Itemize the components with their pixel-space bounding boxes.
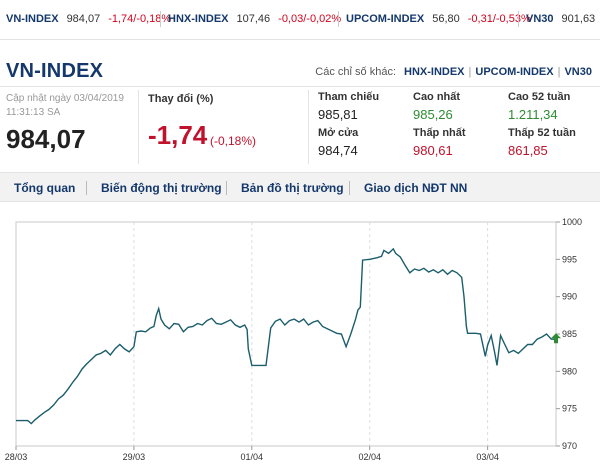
ticker-name: UPCOM-INDEX (346, 13, 425, 25)
stat-label: Thấp 52 tuần (508, 127, 576, 139)
tab-bar: Tổng quan Biến động thị trường Bản đồ th… (0, 172, 600, 202)
other-indexes: Các chỉ số khác: HNX-INDEX | UPCOM-INDEX… (315, 66, 592, 78)
stat-low: Thấp nhất 980,61 (413, 127, 466, 158)
stat-low-52w: Thấp 52 tuần 861,85 (508, 127, 576, 158)
link-divider: | (557, 66, 561, 78)
ticker-name: HNX-INDEX (168, 13, 229, 25)
title-row: VN-INDEX Các chỉ số khác: HNX-INDEX | UP… (0, 58, 600, 86)
ticker-value: 56,80 (432, 13, 460, 25)
stat-label: Tham chiếu (318, 91, 380, 103)
ticker-upcomindex[interactable]: UPCOM-INDEX 56,80 -0,31/-0,53% (346, 13, 531, 25)
update-info: Cập nhật ngày 03/04/2019 11:31:13 SA (6, 92, 124, 120)
x-tick-label: 02/04 (358, 452, 381, 462)
change-value: -1,74 (148, 120, 208, 150)
link-divider: | (468, 66, 472, 78)
series-line (16, 247, 556, 425)
y-tick-label: 990 (562, 292, 577, 302)
stat-label: Cao 52 tuần (508, 91, 571, 103)
column-divider (308, 90, 309, 164)
update-date: Cập nhật ngày 03/04/2019 (6, 93, 124, 104)
stat-value: 1.211,34 (508, 107, 558, 122)
ticker-divider (160, 11, 161, 27)
stat-high-52w: Cao 52 tuần 1.211,34 (508, 91, 570, 122)
column-divider (138, 90, 139, 164)
up-arrow-icon (551, 333, 561, 344)
tab-overview[interactable]: Tổng quan (14, 181, 76, 195)
stat-value: 980,61 (413, 143, 453, 158)
tab-divider (226, 181, 227, 195)
y-tick-label: 980 (562, 366, 577, 376)
y-tick-label: 1000 (562, 217, 582, 227)
ticker-divider (338, 11, 339, 27)
stat-value: 985,26 (413, 107, 453, 122)
link-vn30[interactable]: VN30 (564, 66, 592, 78)
ticker-divider (518, 11, 519, 27)
ticker-value: 107,46 (236, 13, 271, 25)
stat-value: 861,85 (508, 143, 548, 158)
tab-market-movement[interactable]: Biến động thị trường (101, 181, 222, 195)
tab-divider (86, 181, 87, 195)
tab-foreign-trading[interactable]: Giao dịch NĐT NN (364, 181, 468, 195)
plot-frame (15, 221, 557, 447)
y-tick-label: 985 (562, 329, 577, 339)
ticker-bar: VN-INDEX 984,07 -1,74/-0,18% HNX-INDEX 1… (0, 0, 600, 40)
ticker-vn30[interactable]: VN30 901,63 (526, 13, 595, 25)
y-tick-label: 970 (562, 441, 577, 451)
ticker-hnxindex[interactable]: HNX-INDEX 107,46 -0,03/-0,02% (168, 13, 341, 25)
x-tick-label: 03/04 (476, 452, 499, 462)
current-price: 984,07 (6, 124, 86, 154)
ticker-value: 901,63 (561, 13, 596, 25)
stat-high: Cao nhất 985,26 (413, 91, 460, 122)
stat-reference: Tham chiếu 985,81 (318, 91, 379, 122)
ticker-name: VN-INDEX (6, 13, 59, 25)
change-percent: (-0,18%) (210, 134, 257, 148)
ticker-vnindex[interactable]: VN-INDEX 984,07 -1,74/-0,18% (6, 13, 171, 25)
stat-open: Mở cửa 984,74 (318, 127, 358, 158)
ticker-value: 984,07 (66, 13, 101, 25)
update-time: 11:31:13 SA (6, 107, 61, 118)
y-tick-label: 975 (562, 404, 577, 414)
ticker-change: -1,74/-0,18% (108, 13, 172, 25)
stat-label: Cao nhất (413, 91, 461, 103)
stat-value: 985,81 (318, 107, 358, 122)
x-tick-label: 28/03 (5, 452, 28, 462)
ticker-change: -0,31/-0,53% (467, 13, 531, 25)
index-chart: 970 975 980 985 990 995 1000 28/03 29/03 01/04 02/… (5, 217, 582, 462)
stat-label: Mở cửa (318, 127, 359, 139)
other-indexes-label: Các chỉ số khác: (315, 66, 396, 78)
x-tick-label: 01/04 (241, 452, 264, 462)
link-hnx-index[interactable]: HNX-INDEX (404, 66, 465, 78)
stat-value: 984,74 (318, 143, 358, 158)
ticker-change: -0,03/-0,02% (278, 13, 342, 25)
link-upcom-index[interactable]: UPCOM-INDEX (475, 66, 554, 78)
stat-label: Thấp nhất (413, 127, 466, 139)
tab-divider (349, 181, 350, 195)
ticker-name: VN30 (526, 13, 554, 25)
x-tick-label: 29/03 (123, 452, 146, 462)
divider (0, 86, 600, 87)
change-label: Thay đổi (%) (148, 93, 214, 105)
page-title: VN-INDEX (6, 60, 104, 82)
tab-market-map[interactable]: Bản đồ thị trường (241, 181, 344, 195)
y-tick-label: 995 (562, 254, 577, 264)
